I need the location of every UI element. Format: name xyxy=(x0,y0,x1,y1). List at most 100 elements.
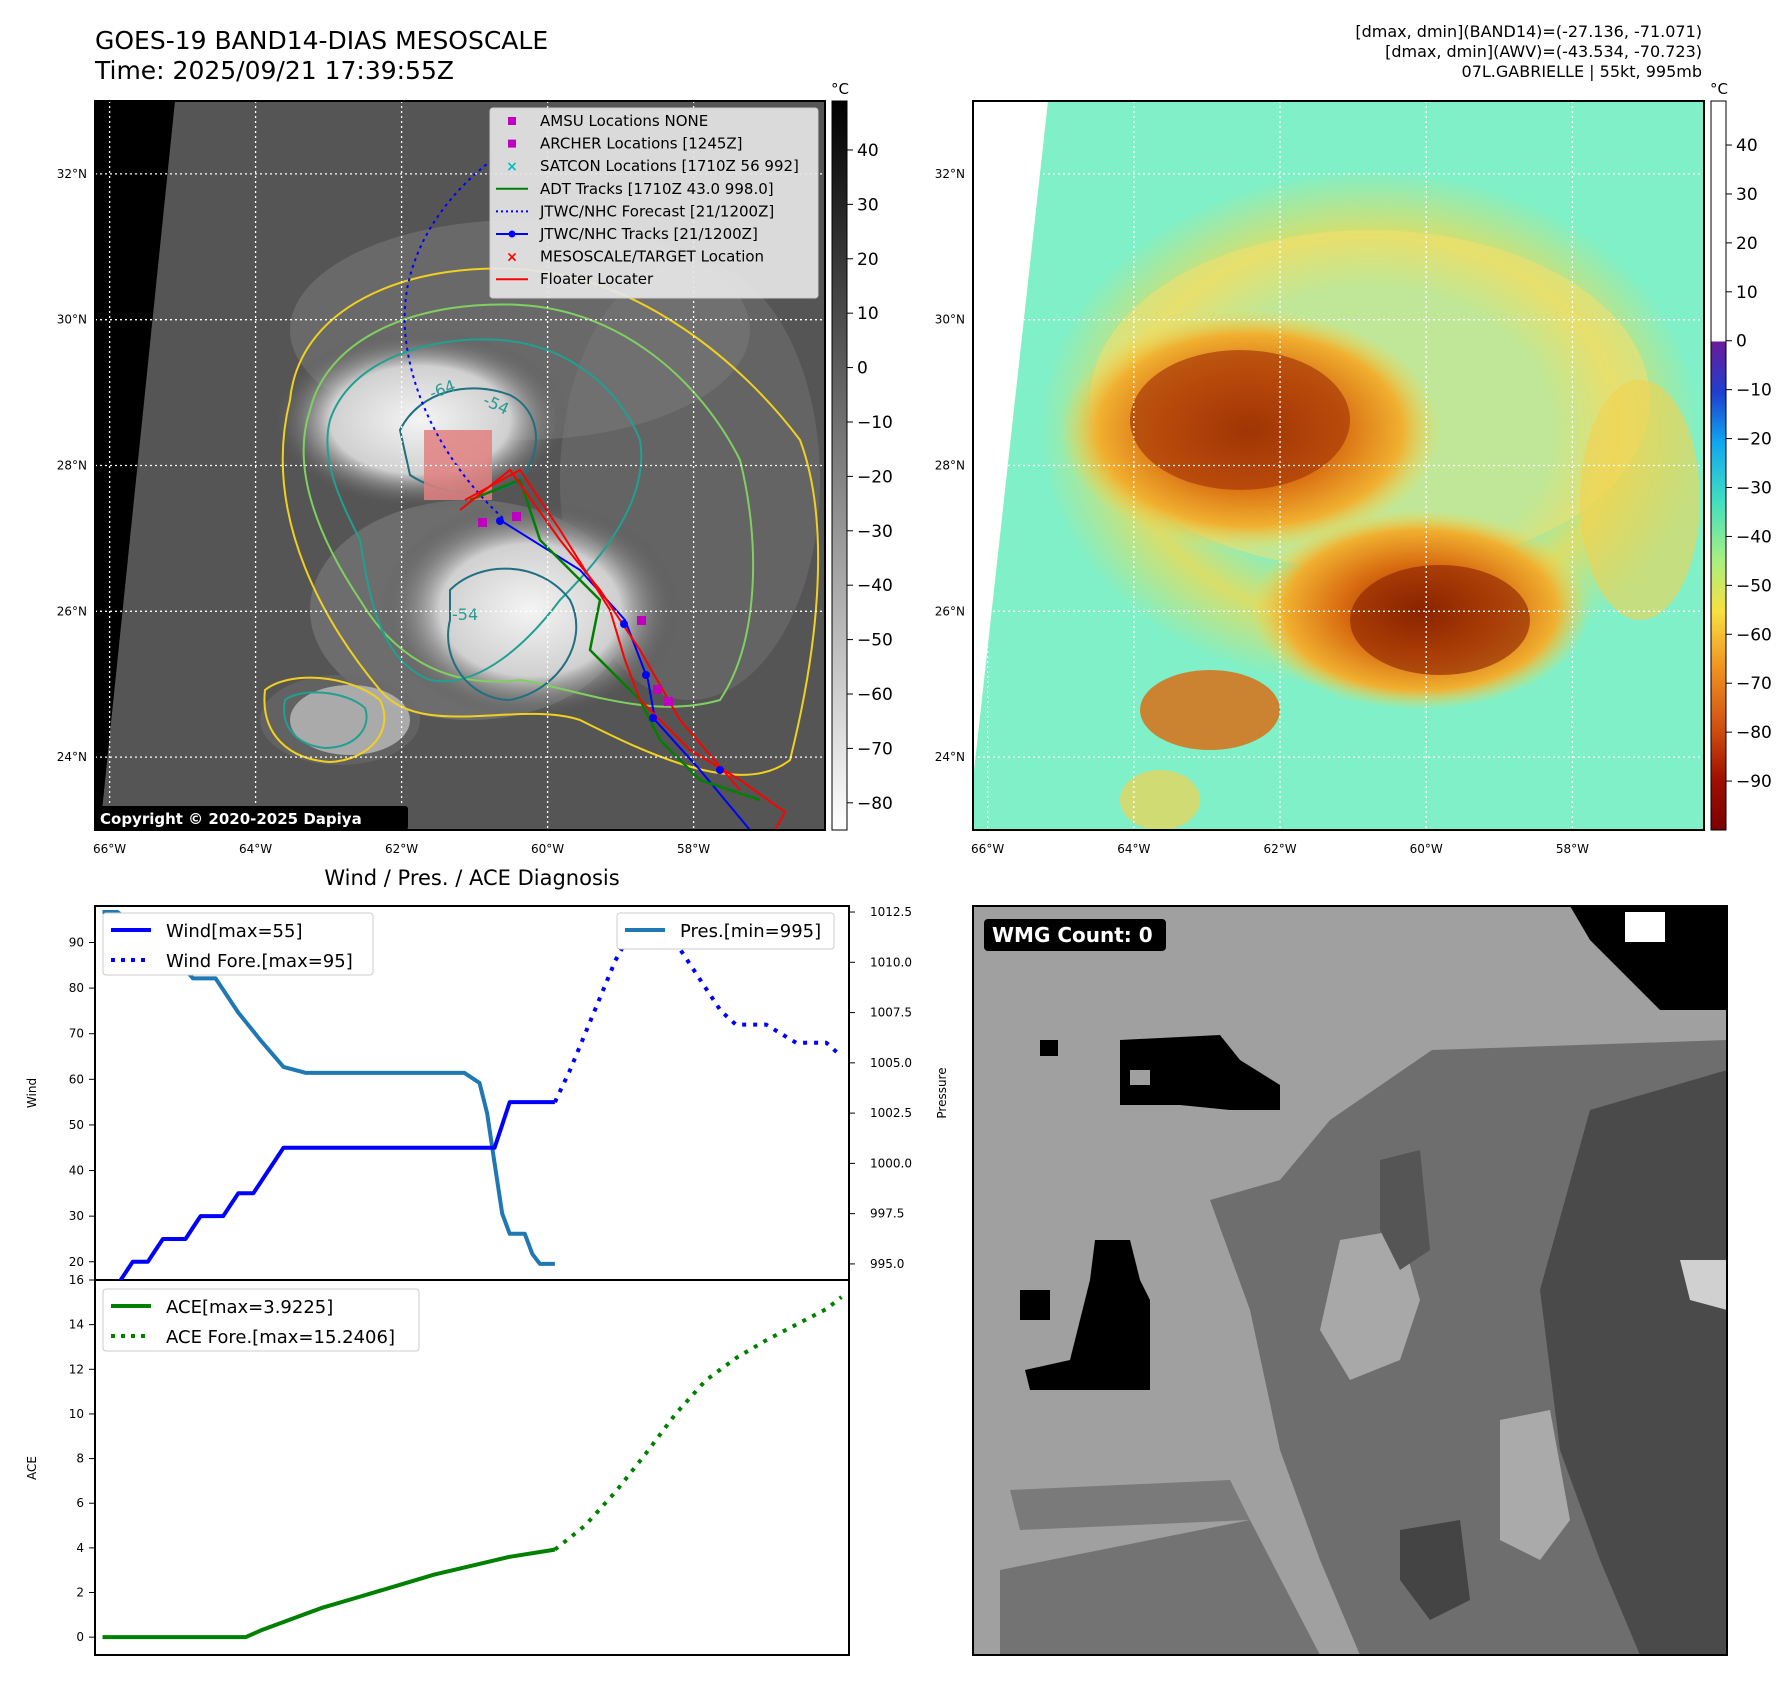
ace-legend-box xyxy=(102,1288,420,1352)
lon-label: 62°W xyxy=(1263,842,1296,856)
colorbar-tick-label: 20 xyxy=(857,250,879,270)
jtwc-track-point xyxy=(642,671,650,679)
ir-axis-labels: 32°N 30°N 28°N 26°N 24°N 66°W 64°W 62°W 60°W 58°W xyxy=(57,167,711,856)
wind-legend-label: Wind[max=55] xyxy=(166,921,303,942)
storm-info: 07L.GABRIELLE | 55kt, 995mb xyxy=(1461,62,1702,81)
wind-ylabel: Wind xyxy=(25,1078,39,1108)
wmg-panel: WMG Count: 0 xyxy=(972,905,1728,1656)
lon-label: 62°W xyxy=(385,842,418,856)
awv-panel: °C 403020100−10−20−30−40−50−60−70−80−90 … xyxy=(935,80,1772,856)
colorbar-tick-label: 0 xyxy=(1736,332,1747,352)
legend-marker-square xyxy=(508,117,516,125)
lat-label: 30°N xyxy=(935,313,965,327)
ace-lines xyxy=(102,1295,843,1640)
jtwc-track-point xyxy=(620,620,628,628)
colorbar-tick-label: −20 xyxy=(1736,430,1772,450)
copyright-text: Copyright © 2020-2025 Dapiya xyxy=(100,810,362,828)
lat-label: 26°N xyxy=(57,604,87,618)
archer-location xyxy=(664,697,673,706)
diagnosis-title: Wind / Pres. / ACE Diagnosis xyxy=(324,866,619,890)
legend-marker-square xyxy=(508,139,516,148)
lat-label: 28°N xyxy=(935,459,965,473)
lat-label: 32°N xyxy=(57,167,87,181)
ir-frame xyxy=(94,100,826,831)
wmg-count-label: WMG Count: 0 xyxy=(992,923,1153,947)
ir-panel: -64 -54 -54 xyxy=(57,80,893,856)
ace-ytick-label: 4 xyxy=(76,1541,84,1555)
archer-location xyxy=(637,616,646,625)
ace-ytick-label: 8 xyxy=(76,1452,84,1466)
lat-label: 32°N xyxy=(935,167,965,181)
pressure-ytick-label: 997.5 xyxy=(870,1207,904,1221)
wind-ticks: 20 30 40 50 60 70 80 90 xyxy=(69,935,95,1269)
legend-label: Floater Locater xyxy=(540,270,654,288)
colorbar-tick-label: 20 xyxy=(1736,234,1758,254)
colorbar-tick-label: −30 xyxy=(1736,479,1772,499)
colorbar-tick-label: −70 xyxy=(857,739,893,759)
colorbar-tick-label: −50 xyxy=(1736,576,1772,596)
copyright-background xyxy=(94,806,408,830)
wind-ytick-label: 20 xyxy=(69,1255,84,1269)
lat-label: 24°N xyxy=(57,750,87,764)
awv-axis-labels: 32°N 30°N 28°N 26°N 24°N 66°W 64°W 62°W 60°W 58°W xyxy=(935,167,1589,856)
colorbar-tick-label: −40 xyxy=(1736,527,1772,547)
colorbar-tick-label: −30 xyxy=(857,522,893,542)
lat-label: 28°N xyxy=(57,459,87,473)
wind-ytick-label: 60 xyxy=(69,1072,84,1086)
colorbar-tick-label: −20 xyxy=(857,467,893,487)
jtwc-track-point xyxy=(496,517,504,525)
colorbar-tick-label: −10 xyxy=(857,413,893,433)
pressure-ytick-label: 1002.5 xyxy=(870,1106,912,1120)
pressure-legend: Pres.[min=995] xyxy=(616,912,835,950)
awv-frame xyxy=(972,100,1705,831)
wind-forecast-line xyxy=(553,917,843,1103)
pressure-ytick-label: 1010.0 xyxy=(870,955,912,969)
lon-label: 64°W xyxy=(1117,842,1150,856)
colorbar-tick-label: −90 xyxy=(1736,772,1772,792)
archer-location xyxy=(653,685,662,694)
wmg-count-badge xyxy=(984,919,1166,951)
floater-locater-track xyxy=(464,468,787,830)
figure-title-block: GOES-19 BAND14-DIAS MESOSCALE Time: 2025… xyxy=(95,26,548,86)
lat-label: 30°N xyxy=(57,313,87,327)
stats-awv: [dmax, dmin](AWV)=(-43.534, -70.723) xyxy=(1385,42,1702,61)
pressure-legend-label: Pres.[min=995] xyxy=(680,921,821,942)
legend-marker-x: × xyxy=(506,159,518,175)
awv-colorbar-ticks: 40 30 20 10 0 −10 −20 −30 −40 −50 −60 −70 −80 −90 xyxy=(1726,136,1772,792)
diagnosis-panel: Wind / Pres. / ACE Diagnosis 20304050607… xyxy=(25,866,949,1656)
figure-title: GOES-19 BAND14-DIAS MESOSCALE xyxy=(95,26,549,55)
jtwc-track-point xyxy=(716,766,724,774)
lon-label: 66°W xyxy=(93,842,126,856)
legend-box xyxy=(489,107,819,299)
wind-line xyxy=(118,1100,555,1280)
wind-legend: Wind[max=55] Wind Fore.[max=95] xyxy=(102,912,374,976)
ace-ylabel: ACE xyxy=(25,1456,39,1480)
ace-line xyxy=(102,1547,556,1640)
ace-forecast-line xyxy=(553,1295,843,1552)
ir-gridlines xyxy=(95,101,825,830)
legend-label: ADT Tracks [1710Z 43.0 998.0] xyxy=(540,180,774,198)
ace-ytick-label: 6 xyxy=(76,1496,84,1510)
pressure-ytick-label: 1007.5 xyxy=(870,1006,912,1020)
colorbar-tick-label: −80 xyxy=(857,794,893,814)
ace-fore-legend-label: ACE Fore.[max=15.2406] xyxy=(166,1327,395,1348)
wmg-frame xyxy=(972,905,1728,1656)
colorbar-tick-label: 30 xyxy=(1736,185,1758,205)
awv-gridlines xyxy=(973,101,1704,830)
track-overlays xyxy=(403,159,787,830)
archer-location xyxy=(478,518,487,527)
jtwc-track-point xyxy=(649,714,657,722)
pressure-ytick-label: 1005.0 xyxy=(870,1056,912,1070)
colorbar-tick-label: 40 xyxy=(1736,136,1758,156)
wind-ytick-label: 30 xyxy=(69,1209,84,1223)
lat-label: 26°N xyxy=(935,604,965,618)
wind-ytick-label: 70 xyxy=(69,1027,84,1041)
legend-label: AMSU Locations NONE xyxy=(540,112,708,130)
stats-band14: [dmax, dmin](BAND14)=(-27.136, -71.071) xyxy=(1355,22,1702,41)
legend-marker-x: × xyxy=(506,250,518,266)
ace-ytick-label: 14 xyxy=(69,1318,84,1332)
ace-ytick-label: 2 xyxy=(76,1586,84,1600)
wind-ytick-label: 80 xyxy=(69,981,84,995)
legend-label: JTWC/NHC Forecast [21/1200Z] xyxy=(539,202,774,220)
pressure-ytick-label: 1012.5 xyxy=(870,905,912,919)
